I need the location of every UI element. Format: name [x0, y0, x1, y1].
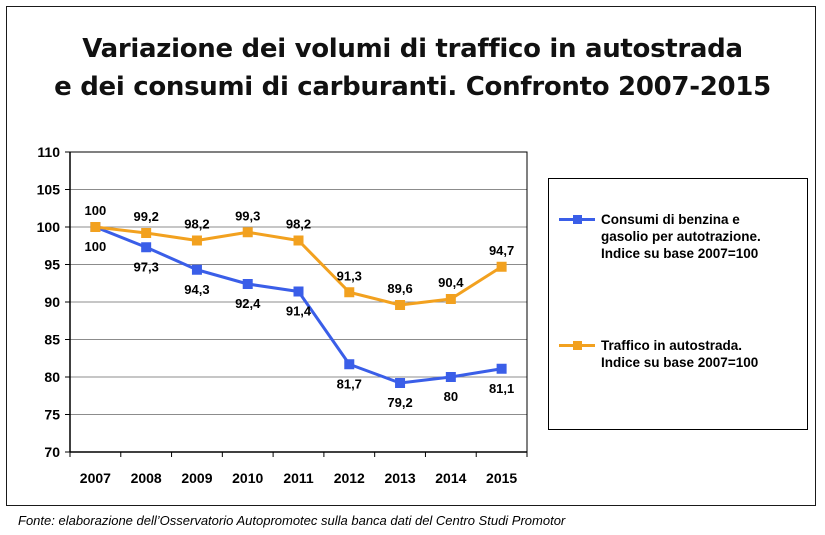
series-1-marker-2014 — [445, 294, 456, 304]
series-0-marker-2009 — [191, 264, 202, 275]
chart-title-line-1: Variazione dei volumi di traffico in aut… — [82, 34, 743, 64]
x-tick-label-2011: 2011 — [283, 470, 314, 486]
legend-marker-traffico — [573, 341, 582, 350]
legend-marker-consumi — [573, 215, 582, 224]
series-0-data-label-2010: 92,4 — [235, 296, 261, 311]
series-0-marker-2011 — [293, 286, 304, 297]
series-0-data-label-2009: 94,3 — [184, 282, 209, 297]
x-tick-label-2010: 2010 — [232, 470, 263, 486]
legend-label-consumi: Consumi di benzina e gasolio per autotra… — [601, 212, 761, 261]
series-1-marker-2008 — [141, 228, 152, 238]
series-0-data-label-2013: 79,2 — [387, 395, 412, 410]
chart-legend: Consumi di benzina e gasolio per autotra… — [548, 178, 808, 430]
series-1-marker-2012 — [344, 287, 355, 298]
series-1-marker-2010 — [242, 227, 253, 238]
series-1-marker-2011 — [293, 235, 304, 246]
series-0-data-label-2011: 91,4 — [286, 304, 312, 319]
series-1-marker-2009 — [191, 235, 202, 246]
y-tick-label-110: 110 — [37, 144, 60, 160]
series-1-data-label-2014: 90,4 — [438, 275, 464, 290]
series-0-data-label-2014: 80 — [444, 389, 458, 404]
series-1-data-label-2009: 98,2 — [184, 217, 209, 232]
series-0-data-label-2007: 100 — [85, 239, 107, 254]
y-tick-label-85: 85 — [44, 332, 60, 348]
chart-title: Variazione dei volumi di traffico in aut… — [0, 30, 825, 106]
series-1-data-label-2013: 89,6 — [387, 281, 412, 296]
y-tick-label-105: 105 — [37, 182, 61, 198]
series-1-marker-2013 — [395, 300, 406, 310]
series-1-marker-2007 — [90, 222, 101, 232]
series-1-data-label-2007: 100 — [85, 203, 107, 218]
series-0-marker-2015 — [496, 363, 507, 374]
series-0-marker-2014 — [445, 372, 456, 382]
series-1-data-label-2010: 99,3 — [235, 208, 260, 223]
series-0-marker-2013 — [395, 378, 406, 388]
chart-title-line-2: e dei consumi di carburanti. Confronto 2… — [54, 72, 771, 102]
series-0-marker-2010 — [242, 279, 253, 289]
y-tick-label-70: 70 — [44, 444, 60, 460]
source-note: Fonte: elaborazione dell’Osservatorio Au… — [18, 513, 566, 528]
series-0-marker-2008 — [141, 242, 152, 253]
series-1-data-label-2011: 98,2 — [286, 217, 311, 232]
x-tick-label-2007: 2007 — [80, 470, 111, 486]
x-tick-label-2009: 2009 — [181, 470, 212, 486]
series-0-data-label-2012: 81,7 — [337, 376, 362, 391]
y-tick-label-90: 90 — [44, 294, 60, 310]
series-1-data-label-2012: 91,3 — [337, 268, 362, 283]
series-1-data-label-2008: 99,2 — [134, 209, 159, 224]
y-tick-label-80: 80 — [44, 369, 60, 385]
x-tick-label-2014: 2014 — [435, 470, 466, 486]
series-0-data-label-2008: 97,3 — [134, 259, 159, 274]
series-0-data-label-2015: 81,1 — [489, 381, 514, 396]
x-tick-label-2012: 2012 — [334, 470, 365, 486]
legend-label-traffico: Traffico in autostrada. Indice su base 2… — [601, 338, 759, 370]
series-1-data-label-2015: 94,7 — [489, 243, 514, 258]
series-1-marker-2015 — [496, 261, 507, 272]
y-tick-label-75: 75 — [44, 407, 60, 423]
x-tick-label-2008: 2008 — [131, 470, 162, 486]
x-tick-label-2015: 2015 — [486, 470, 517, 486]
x-tick-label-2013: 2013 — [384, 470, 415, 486]
y-tick-label-95: 95 — [44, 257, 60, 273]
y-tick-label-100: 100 — [37, 219, 61, 235]
series-0-marker-2012 — [344, 359, 355, 370]
